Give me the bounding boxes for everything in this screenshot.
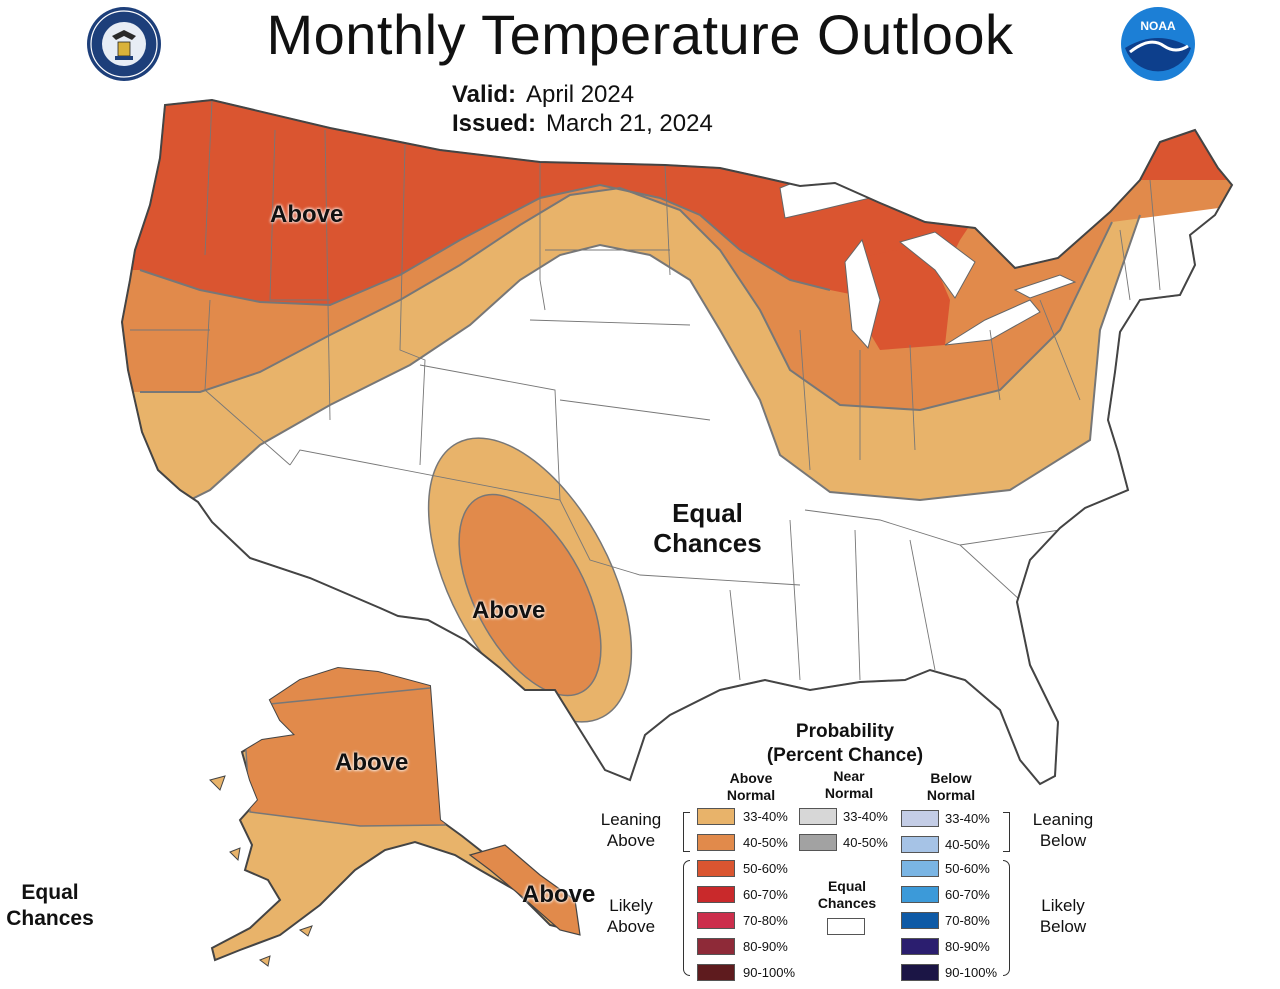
label-below-33-40: 33-40% [945, 811, 990, 826]
valid-issued-block: Valid: April 2024 Issued: March 21, 2024 [452, 80, 713, 138]
label-above-40-50: 40-50% [743, 835, 788, 850]
lake-huron [898, 231, 976, 299]
alaska-band-40-50-percent [239, 668, 446, 827]
swatch-above-33-40 [697, 808, 735, 825]
header-below-normal: Below Normal [926, 770, 976, 803]
issued-label: Issued: [452, 110, 537, 137]
label-below-90-100: 90-100% [945, 965, 998, 980]
swatch-near-40-50 [799, 834, 837, 851]
swatch-near-33-40 [799, 808, 837, 825]
probability-legend: Probability (Percent Chance) Above Norma… [585, 718, 1105, 983]
label-below-70-80: 70-80% [945, 913, 990, 928]
swatch-above-80-90 [697, 938, 735, 955]
lake-michigan [844, 238, 881, 350]
lake-ontario [1013, 274, 1077, 299]
label-southwest-above: Above [472, 597, 546, 624]
label-leaning-above: Leaning Above [600, 810, 662, 850]
southwest-band-40-50-percent [458, 493, 602, 697]
swatch-below-50-60 [901, 860, 939, 877]
legend-title-line2: (Percent Chance) [766, 745, 924, 766]
noaa-logo-icon: NOAA [1121, 7, 1195, 81]
label-likely-below: Likely Below [1039, 896, 1087, 936]
label-hawaii-equal-chances: Equal Chances [6, 881, 94, 930]
lake-erie [944, 299, 1041, 346]
swatch-below-90-100 [901, 964, 939, 981]
bracket-leaning-below [1003, 812, 1010, 852]
michigan-50-60-percent [850, 250, 950, 350]
label-above-80-90: 80-90% [743, 939, 788, 954]
label-above-70-80: 70-80% [743, 913, 788, 928]
label-above-90-100: 90-100% [743, 965, 796, 980]
label-above-60-70: 60-70% [743, 887, 788, 902]
bracket-likely-below [1003, 860, 1010, 976]
label-above-50-60: 50-60% [743, 861, 788, 876]
valid-value: April 2024 [526, 81, 635, 108]
header-near-normal: Near Normal [824, 768, 874, 801]
issued-value: March 21, 2024 [546, 110, 713, 137]
contiguous-us-region [120, 98, 1234, 786]
swatch-below-40-50 [901, 836, 939, 853]
swatch-above-90-100 [697, 964, 735, 981]
swatch-below-33-40 [901, 810, 939, 827]
legend-title: Probability (Percent Chance) [695, 720, 995, 768]
label-below-40-50: 40-50% [945, 837, 990, 852]
label-likely-above: Likely Above [606, 896, 656, 936]
swatch-equal-chances [827, 918, 865, 935]
label-near-33-40: 33-40% [843, 809, 888, 824]
alaska-region [209, 666, 581, 967]
swatch-below-70-80 [901, 912, 939, 929]
label-central-equal-chances: Equal Chances [653, 498, 762, 558]
swatch-below-60-70 [901, 886, 939, 903]
alaska-panhandle-region [468, 844, 581, 936]
swatch-above-70-80 [697, 912, 735, 929]
swatch-above-50-60 [697, 860, 735, 877]
valid-label: Valid: [452, 81, 517, 108]
swatch-above-60-70 [697, 886, 735, 903]
label-below-60-70: 60-70% [945, 887, 990, 902]
swatch-above-40-50 [697, 834, 735, 851]
noaa-logo-text: NOAA [1140, 19, 1176, 33]
label-below-50-60: 50-60% [945, 861, 990, 876]
legend-title-line1: Probability [795, 721, 895, 742]
bracket-likely-above [683, 860, 690, 976]
label-near-40-50: 40-50% [843, 835, 888, 850]
label-leaning-below: Leaning Below [1032, 810, 1094, 850]
header-above-normal: Above Normal [726, 770, 776, 803]
commerce-seal-icon [87, 7, 161, 81]
label-alaska-panhandle-above: Above [522, 881, 596, 908]
label-alaska-above: Above [335, 749, 409, 776]
bracket-leaning-above [683, 812, 690, 852]
swatch-below-80-90 [901, 938, 939, 955]
label-equal-chances: Equal Chances [817, 878, 877, 911]
label-below-80-90: 80-90% [945, 939, 990, 954]
label-northwest-above: Above [270, 201, 344, 228]
map-title: Monthly Temperature Outlook [266, 3, 1014, 66]
label-above-33-40: 33-40% [743, 809, 788, 824]
